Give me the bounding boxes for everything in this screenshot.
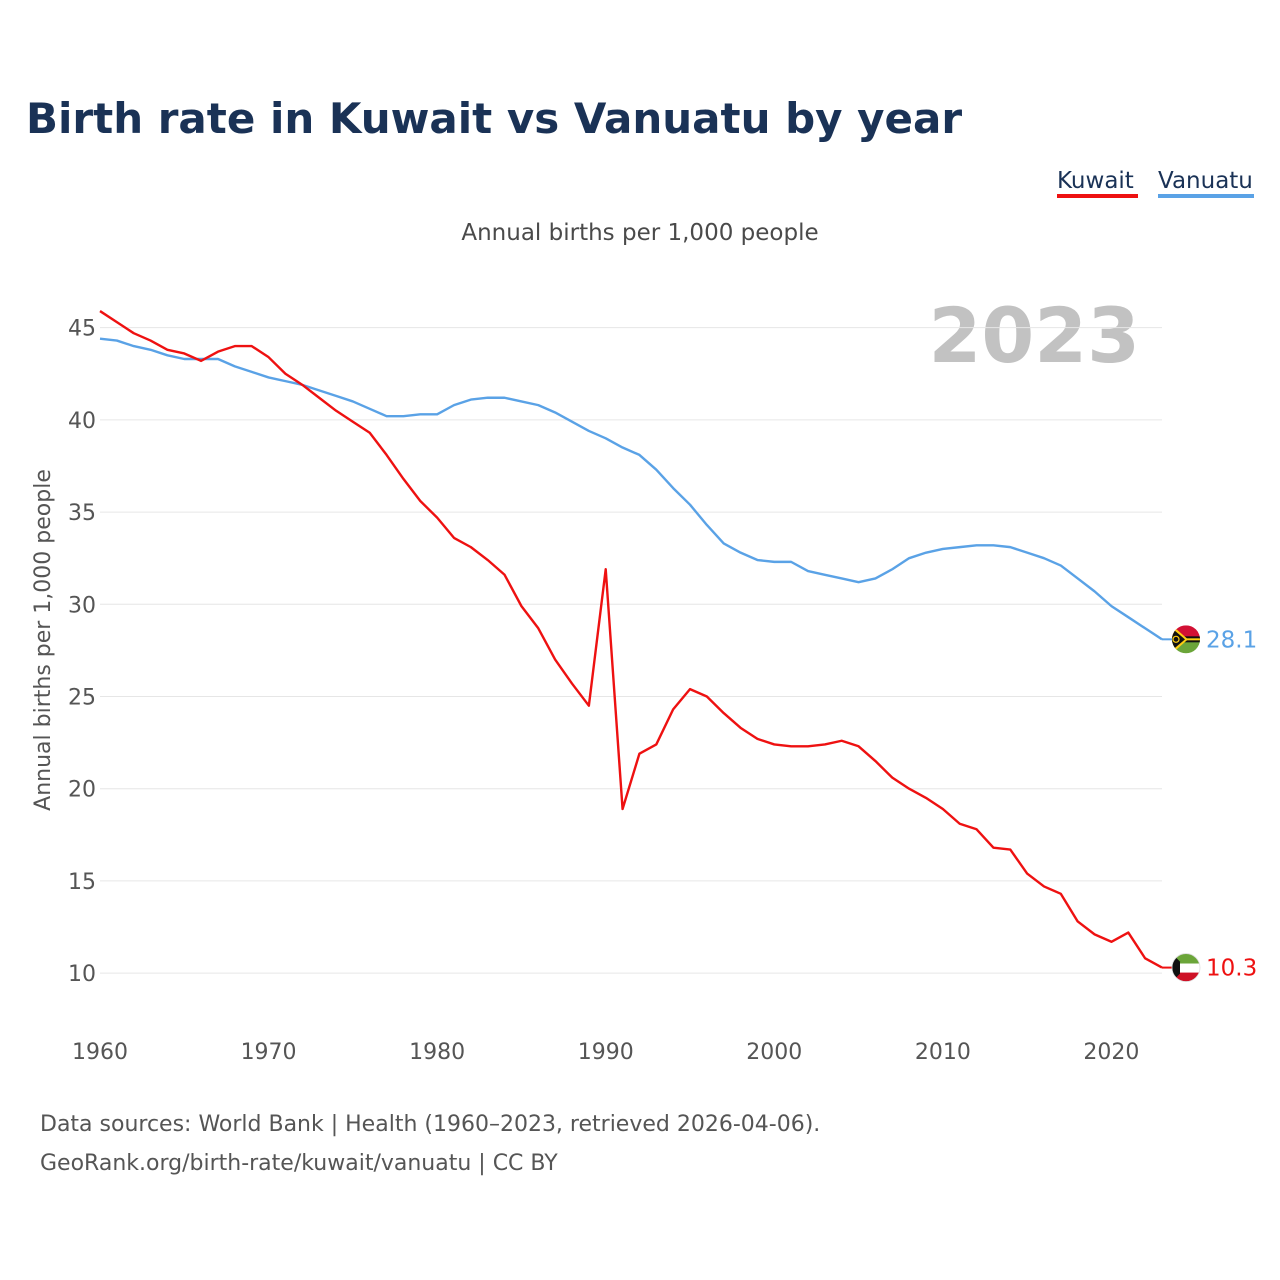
x-tick-label: 1960 xyxy=(72,1040,128,1065)
gridlines xyxy=(100,327,1162,974)
x-tick-label: 2020 xyxy=(1083,1040,1139,1065)
chart-title: Birth rate in Kuwait vs Vanuatu by year xyxy=(26,94,962,143)
y-axis-label: Annual births per 1,000 people xyxy=(31,469,56,811)
y-tick-label: 15 xyxy=(68,870,96,895)
x-tick-label: 2000 xyxy=(746,1040,802,1065)
x-tick-label: 2010 xyxy=(915,1040,971,1065)
legend-swatch-vanuatu xyxy=(1158,194,1254,198)
series-line-vanuatu[interactable] xyxy=(99,337,1163,641)
end-value-label-kuwait: 10.3 xyxy=(1206,956,1257,982)
legend-label-kuwait: Kuwait xyxy=(1057,168,1134,194)
legend-item-vanuatu[interactable]: Vanuatu xyxy=(1158,168,1254,198)
y-tick-label: 10 xyxy=(68,962,96,987)
kuwait-flag-icon[interactable] xyxy=(1171,953,1201,982)
x-tick-label: 1980 xyxy=(409,1040,465,1065)
year-watermark: 2023 xyxy=(928,291,1140,380)
y-tick-label: 20 xyxy=(68,778,96,803)
legend-swatch-kuwait xyxy=(1057,194,1138,198)
series-line-kuwait[interactable] xyxy=(99,310,1163,969)
x-tick-label: 1990 xyxy=(578,1040,634,1065)
y-tick-label: 40 xyxy=(68,409,96,434)
y-tick-label: 35 xyxy=(68,501,96,526)
y-tick-label: 45 xyxy=(68,317,96,342)
footer-link[interactable]: GeoRank.org/birth-rate/kuwait/vanuatu | … xyxy=(40,1151,558,1176)
legend: Kuwait Vanuatu xyxy=(1057,168,1254,198)
x-axis-ticks: 1960 1970 1980 1990 2000 2010 2020 xyxy=(72,1040,1139,1065)
series-lines xyxy=(99,310,1163,969)
vanuatu-flag-icon[interactable] xyxy=(1172,625,1200,654)
series-endpoints: 10.3 28.1 xyxy=(1162,627,1257,982)
legend-label-vanuatu: Vanuatu xyxy=(1158,168,1253,194)
y-axis-ticks: 10 15 20 25 30 35 40 45 xyxy=(68,317,96,987)
legend-item-kuwait[interactable]: Kuwait xyxy=(1057,168,1138,198)
footer-sources: Data sources: World Bank | Health (1960–… xyxy=(40,1112,820,1137)
end-value-label-vanuatu: 28.1 xyxy=(1206,627,1257,653)
y-tick-label: 30 xyxy=(68,593,96,618)
x-tick-label: 1970 xyxy=(241,1040,297,1065)
chart-subtitle: Annual births per 1,000 people xyxy=(461,220,818,246)
y-tick-label: 25 xyxy=(68,685,96,710)
